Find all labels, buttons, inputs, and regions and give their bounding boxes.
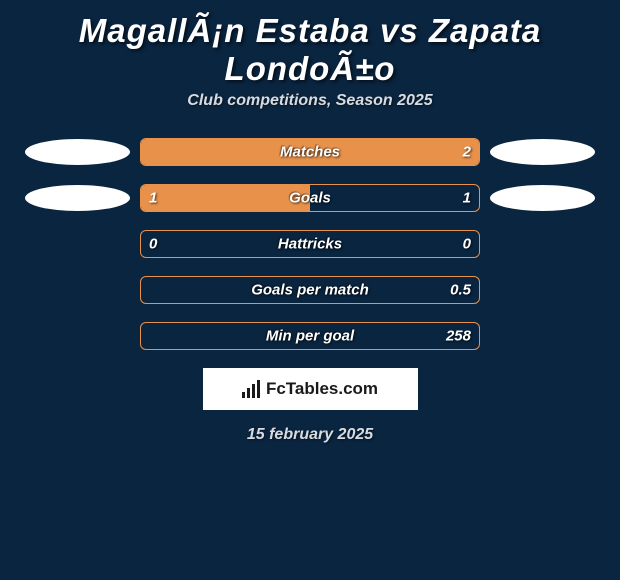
stat-value-right: 0 <box>463 236 471 253</box>
subtitle: Club competitions, Season 2025 <box>0 92 620 138</box>
stat-row: Matches 2 <box>0 138 620 166</box>
stat-row: Min per goal 258 <box>0 322 620 350</box>
stat-bar: Min per goal 258 <box>140 322 480 350</box>
stat-bar: 0 Hattricks 0 <box>140 230 480 258</box>
stat-row: Goals per match 0.5 <box>0 276 620 304</box>
stat-value-right: 258 <box>446 328 471 345</box>
right-oval-slot <box>480 185 610 211</box>
stat-row: 0 Hattricks 0 <box>0 230 620 258</box>
stat-row: 1 Goals 1 <box>0 184 620 212</box>
stats-panel: MagallÃ¡n Estaba vs Zapata LondoÃ±o Club… <box>0 0 620 444</box>
date-text: 15 february 2025 <box>0 426 620 444</box>
left-oval-slot <box>10 185 140 211</box>
stat-label: Goals per match <box>251 282 369 299</box>
player-right-oval <box>490 185 595 211</box>
left-oval-slot <box>10 139 140 165</box>
stat-value-left: 0 <box>149 236 157 253</box>
page-title: MagallÃ¡n Estaba vs Zapata LondoÃ±o <box>0 0 620 92</box>
stat-value-right: 2 <box>463 144 471 161</box>
brand-logo[interactable]: FcTables.com <box>203 368 418 410</box>
stat-label: Hattricks <box>278 236 342 253</box>
brand-text: FcTables.com <box>266 379 378 399</box>
stat-value-right: 0.5 <box>450 282 471 299</box>
stat-bar: Matches 2 <box>140 138 480 166</box>
right-oval-slot <box>480 139 610 165</box>
stat-label: Min per goal <box>266 328 354 345</box>
stat-bar: Goals per match 0.5 <box>140 276 480 304</box>
chart-icon <box>242 380 260 398</box>
stat-label: Matches <box>280 144 340 161</box>
stat-value-right: 1 <box>463 190 471 207</box>
player-left-oval <box>25 139 130 165</box>
player-left-oval <box>25 185 130 211</box>
stat-value-left: 1 <box>149 190 157 207</box>
stat-bar: 1 Goals 1 <box>140 184 480 212</box>
stat-bar-fill <box>141 185 310 211</box>
player-right-oval <box>490 139 595 165</box>
stat-label: Goals <box>289 190 331 207</box>
stats-list: Matches 2 1 Goals 1 0 Hattricks 0 Goals per matc… <box>0 138 620 350</box>
